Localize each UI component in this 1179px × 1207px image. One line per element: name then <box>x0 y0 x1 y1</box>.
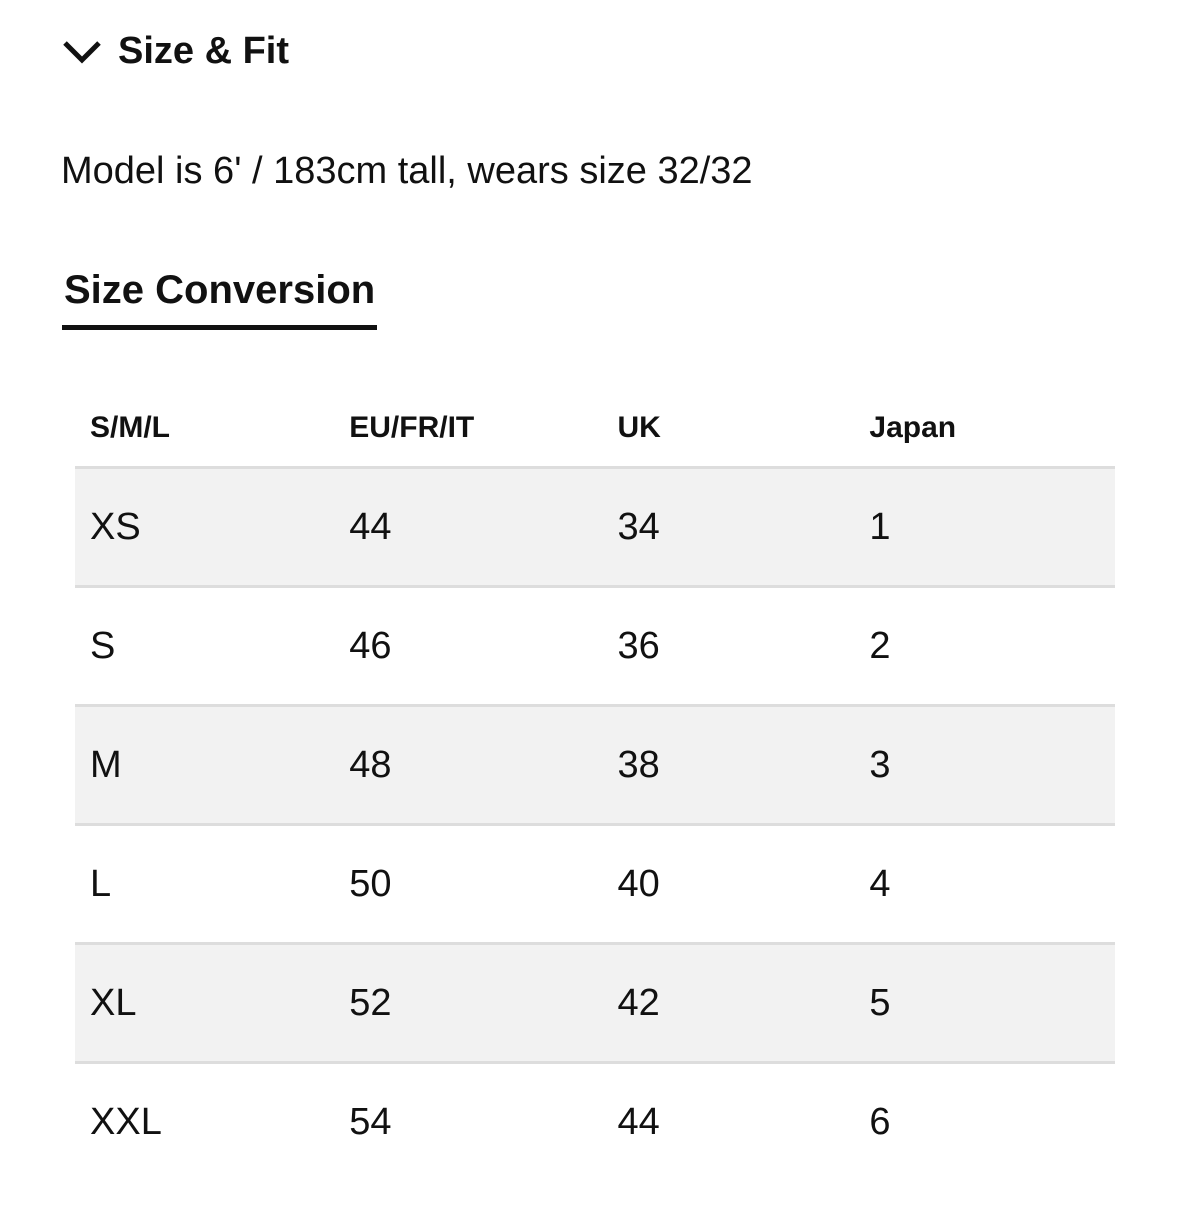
table-cell: 52 <box>334 943 603 1064</box>
table-header-row: S/M/L EU/FR/IT UK Japan <box>75 390 1115 469</box>
table-cell: 50 <box>334 824 603 945</box>
column-header: Japan <box>854 390 1115 469</box>
table-cell: 1 <box>854 467 1115 588</box>
table-cell: 6 <box>869 1100 891 1143</box>
size-fit-accordion-toggle[interactable]: Size & Fit <box>62 30 289 73</box>
table-cell: S <box>75 586 335 707</box>
table-cell: M <box>75 705 335 826</box>
table-cell: 44 <box>617 1100 660 1143</box>
table-cell: XS <box>75 467 335 588</box>
table-row: S 46 36 2 <box>75 586 1115 707</box>
table-cell: XXL <box>90 1100 162 1143</box>
table-cell: 40 <box>602 824 855 945</box>
table-cell: 38 <box>602 705 855 826</box>
tab-size-conversion[interactable]: Size Conversion <box>62 268 378 330</box>
table-row: XXL 54 44 6 <box>75 1063 1115 1181</box>
table-cell: 34 <box>602 467 855 588</box>
column-header: UK <box>602 390 855 469</box>
table-cell: 4 <box>854 824 1115 945</box>
table-cell: 54 <box>349 1100 392 1143</box>
table-cell: 2 <box>854 586 1115 707</box>
table-cell: 48 <box>334 705 603 826</box>
chevron-down-icon <box>63 40 101 64</box>
table-cell: 44 <box>334 467 603 588</box>
table-row: L 50 40 4 <box>75 824 1115 945</box>
table-cell: XL <box>75 943 335 1064</box>
table-cell: 3 <box>854 705 1115 826</box>
model-info: Model is 6' / 183cm tall, wears size 32/… <box>61 150 753 192</box>
column-header: S/M/L <box>75 390 335 469</box>
table-cell: 36 <box>602 586 855 707</box>
table-row: XS 44 34 1 <box>75 467 1115 588</box>
column-header: EU/FR/IT <box>334 390 603 469</box>
table-row: XL 52 42 5 <box>75 943 1115 1064</box>
size-conversion-table: S/M/L EU/FR/IT UK Japan XS 44 34 1 S 46 36 2 M 48 38 3… <box>75 390 1115 1180</box>
table-cell: L <box>75 824 335 945</box>
table-cell: 46 <box>334 586 603 707</box>
table-row: M 48 38 3 <box>75 705 1115 826</box>
table-cell: 5 <box>854 943 1115 1064</box>
section-title: Size & Fit <box>118 30 290 72</box>
table-cell: 42 <box>602 943 855 1064</box>
